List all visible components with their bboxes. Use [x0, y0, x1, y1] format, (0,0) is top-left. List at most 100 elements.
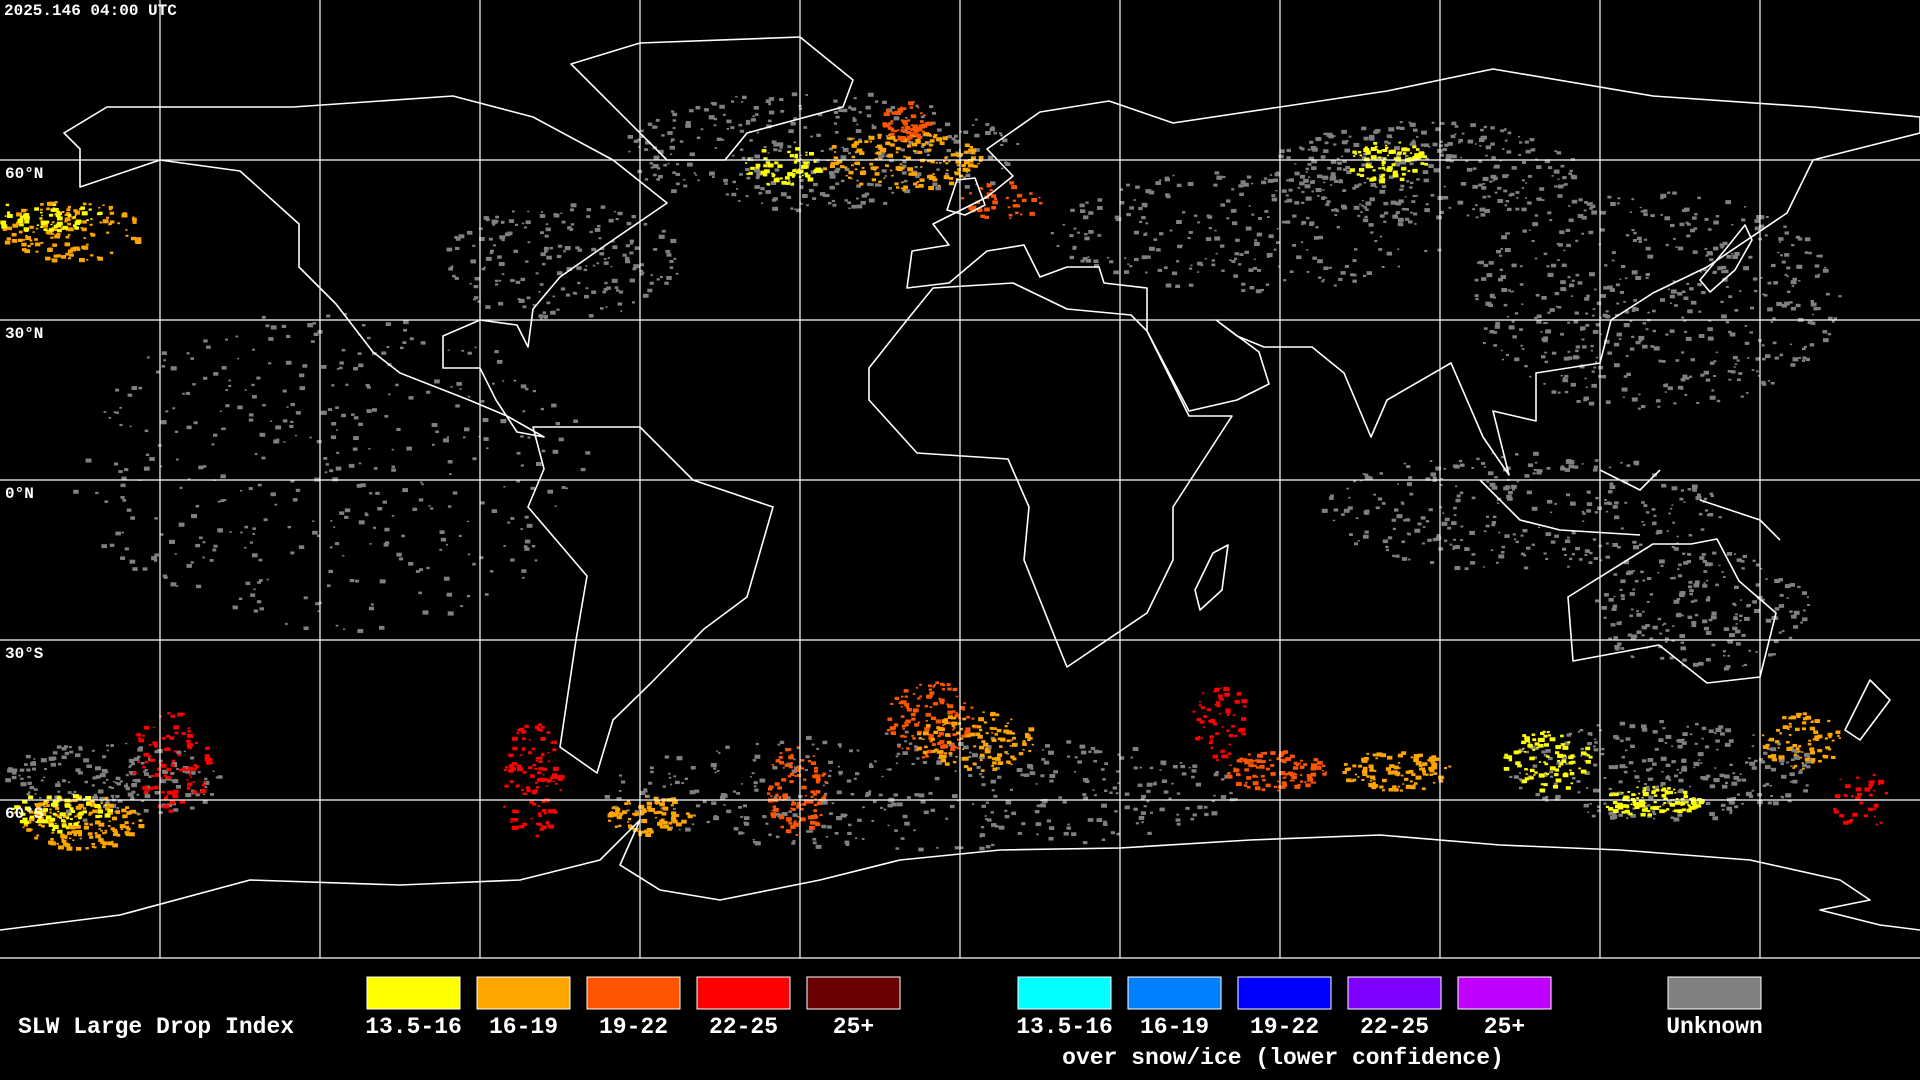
cloud-pixel — [1669, 302, 1673, 305]
cloud-pixel — [976, 765, 981, 769]
cloud-pixel — [659, 825, 665, 829]
cloud-pixel — [1383, 220, 1387, 223]
cloud-pixel — [1564, 539, 1571, 544]
cloud-pixel — [657, 822, 663, 826]
cloud-pixel — [1632, 807, 1636, 810]
cloud-pixel — [1501, 288, 1507, 292]
cloud-pixel — [919, 695, 922, 698]
cloud-pixel — [1387, 770, 1394, 775]
cloud-pixel — [1637, 803, 1642, 807]
cloud-pixel — [1387, 142, 1391, 145]
cloud-pixel — [1570, 174, 1576, 178]
cloud-pixel — [1672, 625, 1675, 627]
cloud-pixel — [1575, 239, 1579, 242]
cloud-pixel — [871, 125, 877, 130]
cloud-pixel — [1661, 803, 1665, 806]
cloud-pixel — [1799, 769, 1803, 772]
cloud-pixel — [654, 125, 658, 129]
cloud-pixel — [258, 558, 263, 562]
cloud-pixel — [809, 820, 816, 825]
cloud-pixel — [310, 340, 315, 343]
cloud-pixel — [1535, 793, 1540, 797]
cloud-pixel — [767, 787, 773, 791]
cloud-pixel — [1641, 790, 1646, 793]
cloud-pixel — [1220, 203, 1226, 207]
cloud-pixel — [1647, 777, 1653, 781]
cloud-pixel — [1458, 459, 1463, 463]
cloud-pixel — [1435, 127, 1441, 132]
cloud-pixel — [985, 745, 992, 750]
cloud-pixel — [1567, 356, 1573, 360]
cloud-pixel — [799, 154, 802, 157]
cloud-pixel — [67, 214, 72, 217]
cloud-pixel — [106, 216, 110, 219]
cloud-pixel — [1486, 480, 1489, 483]
cloud-pixel — [971, 724, 976, 728]
cloud-pixel — [1802, 712, 1807, 716]
cloud-pixel — [76, 830, 82, 835]
cloud-pixel — [634, 246, 640, 250]
cloud-pixel — [235, 335, 238, 338]
cloud-pixel — [307, 323, 314, 328]
cloud-pixel — [1814, 274, 1820, 278]
cloud-pixel — [35, 250, 39, 253]
cloud-pixel — [510, 517, 515, 520]
cloud-pixel — [220, 428, 224, 430]
cloud-pixel — [199, 536, 203, 540]
cloud-pixel — [1636, 613, 1642, 617]
cloud-pixel — [877, 155, 884, 159]
cloud-pixel — [987, 155, 994, 160]
cloud-pixel — [504, 232, 511, 237]
cloud-pixel — [1790, 363, 1796, 367]
cloud-pixel — [209, 559, 214, 562]
cloud-pixel — [540, 231, 544, 235]
cloud-pixel — [120, 496, 125, 499]
cloud-pixel — [1676, 598, 1681, 601]
cloud-pixel — [46, 230, 53, 235]
cloud-pixel — [1647, 758, 1654, 762]
cloud-pixel — [1329, 177, 1335, 181]
cloud-pixel — [1642, 344, 1648, 349]
cloud-pixel — [1554, 185, 1558, 188]
cloud-pixel — [1735, 613, 1738, 616]
cloud-pixel — [1388, 788, 1394, 792]
cloud-pixel — [644, 178, 649, 181]
cloud-pixel — [1702, 584, 1708, 588]
cloud-pixel — [102, 841, 108, 846]
cloud-pixel — [871, 820, 875, 822]
cloud-pixel — [901, 724, 906, 728]
cloud-pixel — [974, 148, 980, 152]
cloud-pixel — [847, 106, 852, 109]
cloud-pixel — [916, 704, 920, 708]
cloud-pixel — [874, 100, 879, 103]
cloud-pixel — [771, 814, 777, 819]
cloud-pixel — [691, 823, 695, 826]
cloud-pixel — [66, 846, 73, 851]
cloud-pixel — [809, 830, 814, 833]
cloud-pixel — [1330, 160, 1337, 164]
cloud-pixel — [537, 777, 544, 782]
cloud-pixel — [1006, 760, 1011, 764]
cloud-pixel — [1243, 182, 1249, 187]
cloud-pixel — [1694, 613, 1699, 617]
cloud-pixel — [1626, 817, 1629, 819]
cloud-pixel — [675, 182, 680, 186]
cloud-pixel — [1370, 775, 1376, 780]
cloud-pixel — [833, 122, 838, 125]
cloud-pixel — [1575, 345, 1581, 349]
cloud-pixel — [1299, 774, 1303, 776]
cloud-pixel — [900, 715, 905, 718]
cloud-pixel — [1366, 162, 1372, 167]
cloud-pixel — [696, 136, 701, 140]
cloud-pixel — [508, 219, 515, 223]
cloud-pixel — [1613, 342, 1620, 347]
cloud-pixel — [513, 379, 517, 382]
cloud-pixel — [213, 433, 218, 437]
cloud-pixel — [110, 794, 115, 798]
cloud-pixel — [178, 522, 185, 527]
cloud-pixel — [1116, 770, 1120, 773]
cloud-pixel — [154, 517, 158, 520]
cloud-pixel — [1135, 822, 1139, 825]
cloud-pixel — [725, 745, 730, 749]
cloud-pixel — [61, 755, 67, 760]
